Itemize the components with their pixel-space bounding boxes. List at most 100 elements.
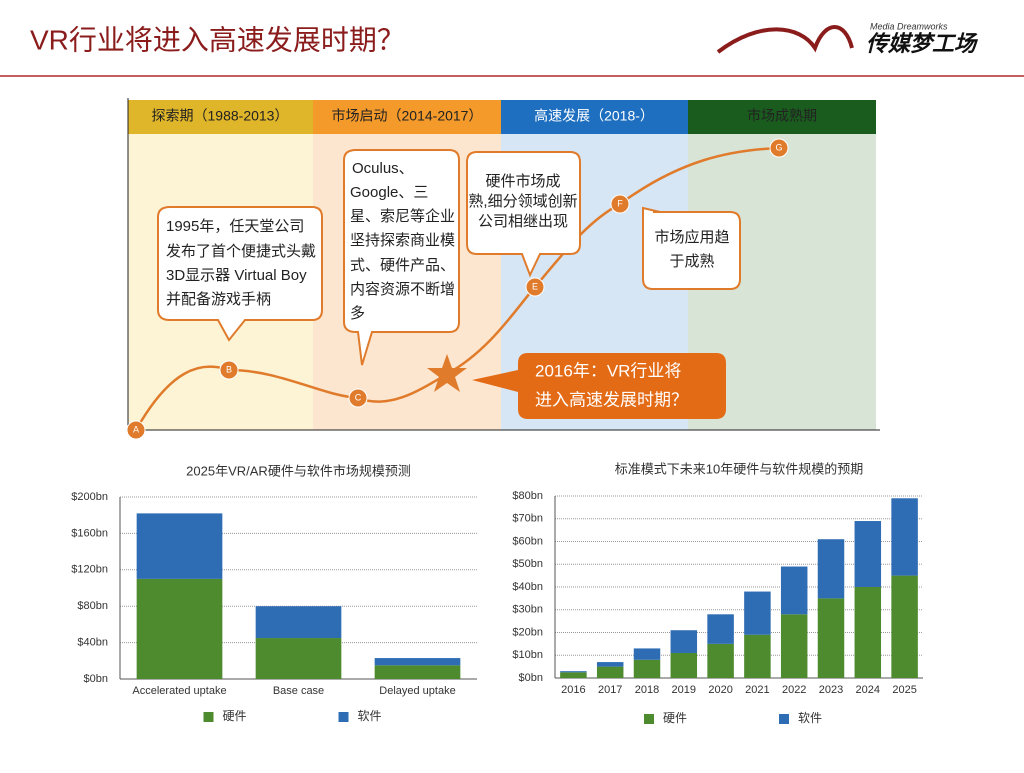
bar (374, 665, 461, 679)
bar (136, 513, 223, 579)
callout (157, 206, 323, 342)
callout-text: 式、硬件产品、 (350, 257, 455, 274)
star-callout (472, 353, 726, 419)
x-tick-label: 2021 (745, 684, 769, 696)
y-tick-label: $50bn (512, 558, 543, 570)
bar (854, 587, 882, 678)
y-tick-label: $0bn (519, 672, 543, 684)
bar (670, 630, 698, 653)
phase-label: 市场成熟期 (747, 108, 817, 124)
callout-text: 于成熟 (669, 253, 714, 270)
x-tick-label: 2018 (635, 684, 659, 696)
point (126, 420, 146, 440)
phase-band (313, 100, 501, 134)
legend-label: 硬件 (223, 709, 247, 723)
x-tick-label: Accelerated uptake (132, 685, 226, 697)
callout-text: 硬件市场成 (485, 173, 560, 190)
x-tick-label: 2020 (708, 684, 732, 696)
y-tick-label: $40bn (77, 637, 108, 649)
bar (136, 578, 223, 679)
point (610, 194, 630, 214)
bar (560, 672, 587, 678)
callout-text: 星、索尼等企业 (350, 207, 455, 225)
bar (596, 662, 624, 667)
point-label: B (226, 364, 232, 374)
legend-swatch (644, 714, 654, 724)
x-tick-label: 2023 (819, 684, 843, 696)
callout (466, 151, 581, 278)
bar (255, 606, 342, 639)
phase-label: 探索期（1988-2013） (152, 108, 289, 124)
callout-text: 公司相继出现 (478, 213, 568, 230)
bar (670, 652, 698, 678)
callout-text: 内容资源不断增 (350, 281, 455, 298)
y-tick-label: $40bn (512, 581, 543, 593)
y-tick-label: $20bn (512, 626, 543, 638)
callout-text: Oculus、 (352, 160, 414, 177)
phase-label: 市场启动（2014-2017） (332, 108, 483, 124)
bar (891, 575, 918, 678)
bar (633, 648, 661, 660)
callout-text: 熟,细分领域创新 (468, 193, 577, 210)
phase-band (688, 100, 876, 134)
logo-mark (716, 25, 854, 54)
x-tick-label: 2025 (892, 684, 916, 696)
bar (744, 634, 771, 678)
legend-label: 软件 (358, 709, 382, 723)
x-tick-label: 2022 (782, 684, 806, 696)
callout-text: 进入高速发展时期？ (535, 390, 688, 409)
point (219, 360, 239, 380)
y-tick-label: $0bn (84, 673, 108, 685)
phase-label: 高速发展（2018-） (534, 108, 654, 124)
legend-label: 软件 (798, 711, 822, 725)
bar (633, 659, 661, 678)
bar (891, 498, 918, 576)
logo: 传媒梦工场 (866, 31, 979, 56)
legend-swatch (779, 714, 789, 724)
x-tick-label: 2016 (561, 684, 585, 696)
bar (707, 614, 734, 644)
point-label: E (532, 281, 538, 291)
legend-swatch (203, 712, 214, 722)
callout-text: Google、三 (350, 184, 428, 201)
point (769, 138, 789, 158)
y-tick-label: $80bn (512, 490, 543, 502)
timeline: 探索期（1988-2013） 市场启动（2014-2017） 高速发展（2018… (126, 98, 880, 440)
y-tick-label: $60bn (512, 535, 543, 547)
phase-band (501, 100, 688, 134)
bar (596, 666, 624, 678)
callout (343, 149, 460, 366)
bar (780, 566, 808, 615)
legend-label: 硬件 (663, 711, 687, 725)
title: VR行业将进入高速发展时期？ (30, 24, 405, 55)
chart-title: 2025年VR/AR硬件与软件市场规模预测 (186, 463, 411, 478)
y-tick-label: $160bn (71, 527, 108, 539)
point-label: A (133, 424, 139, 434)
y-tick-label: $120bn (71, 564, 108, 576)
x-tick-label: Delayed uptake (379, 685, 455, 697)
point-label: F (617, 198, 623, 208)
x-tick-label: 2019 (672, 684, 696, 696)
callout-text: 发布了首个便捷式头戴 (166, 243, 316, 260)
x-tick-label: 2017 (598, 684, 622, 696)
bar (374, 658, 461, 666)
point-label: C (355, 392, 362, 402)
callout-text: 多 (350, 305, 365, 322)
callout-text: 并配备游戏手柄 (166, 291, 271, 308)
x-tick-label: 2024 (856, 684, 880, 696)
star (427, 354, 467, 392)
point (348, 388, 368, 408)
bar (817, 539, 845, 599)
y-tick-label: $200bn (71, 491, 108, 503)
callout (642, 206, 741, 290)
y-tick-label: $30bn (512, 604, 543, 616)
logo-small: Media Dreamworks (870, 21, 948, 31)
callout-text: 3D显示器 Virtual Boy (166, 267, 307, 284)
bar (707, 643, 734, 678)
x-tick-label: Base case (273, 685, 324, 697)
bar (744, 591, 771, 635)
phase-band (128, 100, 313, 134)
point (525, 277, 545, 297)
